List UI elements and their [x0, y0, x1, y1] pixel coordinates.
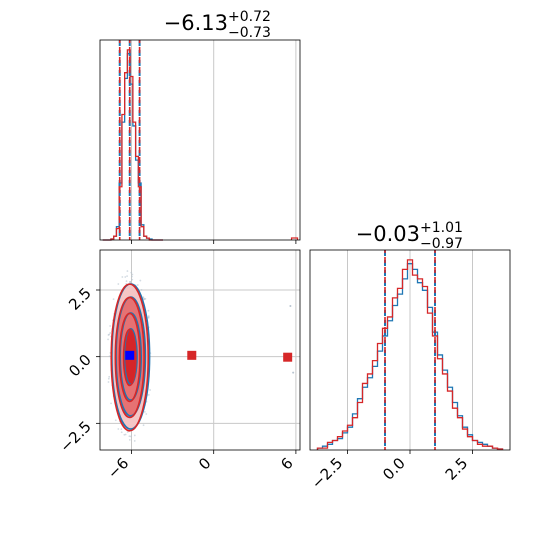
contour-line-red: [114, 296, 145, 419]
histogram-param0-title-minus: −0.73: [228, 25, 271, 41]
contour-sample-point: [120, 428, 123, 430]
contour-x-tick-label: 0: [195, 454, 214, 473]
histogram-param1-tick-label: 0.0: [379, 454, 409, 484]
histogram-param1-red-step: [316, 259, 504, 450]
contour-sample-point: [124, 276, 127, 278]
histogram-param0-series: [102, 49, 299, 241]
contour-sample-point: [117, 283, 120, 285]
histogram-param0-ticks: [131, 240, 297, 244]
contour-sample-point: [140, 289, 143, 291]
contour-x-tick-label: 6: [277, 454, 296, 473]
histogram-param0-red-step: [102, 49, 164, 241]
contour-sample-point: [147, 315, 150, 318]
contour-marker: [283, 352, 293, 362]
contour-outlier-point: [129, 281, 132, 283]
contour-sample-point: [110, 402, 112, 405]
contour-y-tick-label: 0.0: [65, 351, 95, 381]
histogram-param1-tick-label: −2.5: [308, 454, 346, 492]
histogram-param0-tail-blip: [290, 237, 299, 240]
contour-line-red: [110, 283, 150, 432]
contour-sample-point: [133, 434, 136, 437]
contour-sample-point: [144, 297, 147, 300]
contour-sample-point: [107, 338, 109, 341]
histogram-panel-param1: −2.5 0.0 2.5 −0.03 +1.01 −0.97: [308, 220, 511, 493]
contour-sample-point: [124, 433, 127, 436]
contour-sample-point: [109, 332, 112, 334]
contour-sample-point: [107, 334, 110, 336]
contour-y-tick-label: 2.5: [65, 284, 95, 314]
contour-sample-point: [145, 413, 148, 415]
contour-sample-point: [126, 275, 128, 278]
contour-sample-point: [130, 271, 133, 274]
contour-sample-point: [117, 428, 120, 430]
contour-sample-point: [114, 419, 117, 422]
contour-sample-point: [112, 298, 115, 300]
contour-outlier-point: [292, 371, 295, 374]
contour-line-red: [118, 312, 141, 403]
histogram-param1-ticks: −2.5 0.0 2.5: [308, 450, 473, 493]
contour-panel: −6 0 6 −2.5 0.0 2.5: [56, 249, 301, 482]
contour-sample-point: [128, 438, 131, 441]
contour-sample-point: [147, 394, 150, 396]
contour-sample-point: [126, 270, 129, 272]
contour-lines: [110, 283, 151, 432]
histogram-param1-title-plus: +1.01: [420, 220, 463, 236]
contour-sample-point: [131, 275, 133, 278]
histogram-param1-title-value: −0.03: [356, 222, 420, 246]
histogram-param0-title-plus: +0.72: [228, 9, 271, 25]
contour-sample-point: [149, 389, 152, 391]
contour-marker: [125, 350, 135, 360]
contour-marker: [187, 350, 197, 360]
histogram-param0-frame: [99, 39, 301, 241]
contour-ticks: −6 0 6 −2.5 0.0 2.5: [56, 284, 296, 482]
contour-sample-point: [120, 431, 123, 434]
histogram-param1-title-minus: −0.97: [420, 236, 463, 252]
contour-outlier-point: [289, 305, 292, 307]
histogram-param1-series: [316, 259, 504, 450]
contour-frame: [99, 249, 301, 451]
contour-line-red: [122, 328, 137, 387]
contour-sample-point: [143, 411, 146, 413]
histogram-panel-param0: −6.13 +0.72 −0.73: [99, 9, 301, 244]
histogram-param0-title-value: −6.13: [164, 11, 228, 35]
histogram-param1-quantile-lines: [384, 250, 436, 450]
contour-sample-point: [108, 375, 111, 378]
contour-x-tick-label: −6: [104, 454, 132, 482]
contour-sample-point: [139, 279, 142, 282]
contour-y-tick-label: −2.5: [56, 417, 94, 455]
contour-sample-point: [147, 316, 150, 319]
contour-sample-point: [108, 355, 111, 358]
contour-sample-point: [131, 273, 134, 276]
contour-sample-point: [128, 435, 131, 438]
contour-sample-point: [142, 297, 145, 300]
contour-sample-point: [129, 435, 132, 438]
contour-sample-point: [125, 280, 128, 283]
contour-sample-point: [126, 431, 129, 433]
histogram-param0-quantile-lines: [118, 40, 141, 240]
histogram-param1-grid: [347, 250, 473, 450]
contour-sample-point: [142, 424, 145, 427]
contour-sample-point: [133, 440, 136, 442]
contour-sample-point: [136, 284, 139, 286]
contour-sample-point: [131, 278, 134, 281]
contour-sample-point: [147, 309, 150, 312]
contour-sample-point: [107, 381, 110, 383]
contour-sample-point: [121, 276, 124, 278]
contour-sample-point: [107, 377, 110, 380]
histogram-param1-tick-label: 2.5: [442, 454, 472, 484]
contour-sample-point: [109, 325, 112, 327]
histogram-param0-grid: [131, 40, 297, 240]
contour-markers: [125, 350, 293, 362]
